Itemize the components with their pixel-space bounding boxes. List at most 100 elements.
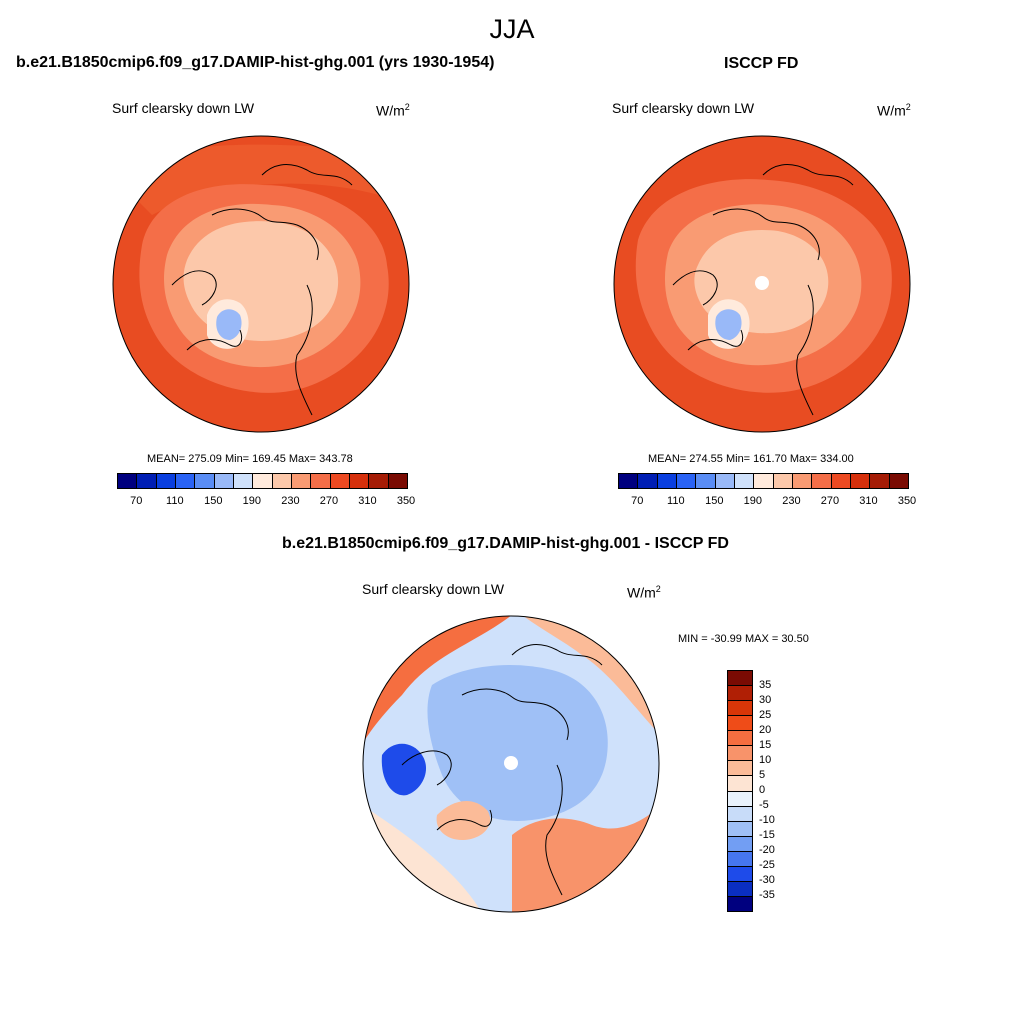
- colorbar-swatch: [369, 474, 389, 488]
- colorbar-tick-label: 15: [759, 739, 772, 751]
- colorbar-tick-label: 230: [281, 495, 300, 507]
- colorbar-tick-label: 5: [759, 769, 766, 781]
- diff-colorbar-ticks: 35 30 25 20 15 10 5 0 -5 -10 -15 -20 -25 -30 -35: [759, 670, 799, 910]
- obs-stats-text: MEAN= 274.55 Min= 161.70 Max= 334.00: [648, 453, 854, 465]
- diff-map-field-greenland-warm: [436, 800, 491, 840]
- colorbar-tick-label: 10: [759, 754, 772, 766]
- diff-variable-label: Surf clearsky down LW: [362, 581, 505, 597]
- colorbar-tick-label: -35: [759, 889, 775, 901]
- colorbar-swatch: [728, 671, 752, 687]
- model-map-coastlines: [171, 164, 353, 416]
- colorbar-swatch: [291, 474, 312, 488]
- diff-units-label: W/m2: [627, 584, 661, 601]
- colorbar-tick-label: 30: [759, 694, 772, 706]
- diff-panel-title: b.e21.B1850cmip6.f09_g17.DAMIP-hist-ghg.…: [282, 535, 729, 552]
- model-map-field-greenland-core: [216, 309, 242, 340]
- colorbar-swatch: [728, 731, 752, 747]
- colorbar-tick-label: 150: [204, 495, 223, 507]
- colorbar-tick-label: -15: [759, 829, 775, 841]
- model-variable-label: Surf clearsky down LW: [112, 100, 255, 116]
- obs-map-field-greenland-core: [715, 309, 742, 340]
- colorbar-tick-label: 350: [897, 495, 917, 507]
- colorbar-swatch: [137, 474, 157, 488]
- colorbar-swatch: [715, 474, 735, 488]
- model-panel-title: b.e21.B1850cmip6.f09_g17.DAMIP-hist-ghg.…: [16, 54, 495, 71]
- colorbar-swatch: [728, 821, 752, 837]
- colorbar-tick-label: -5: [759, 799, 769, 811]
- model-colorbar: [117, 473, 408, 489]
- colorbar-tick-label: 150: [705, 495, 724, 507]
- model-units-label: W/m2: [376, 102, 410, 119]
- colorbar-swatch: [156, 474, 176, 488]
- colorbar-swatch: [195, 474, 215, 488]
- colorbar-swatch: [870, 474, 890, 488]
- colorbar-swatch: [272, 474, 292, 488]
- colorbar-swatch: [728, 776, 752, 792]
- colorbar-tick-label: 190: [242, 495, 262, 507]
- diff-colorbar: [727, 670, 753, 912]
- colorbar-swatch: [734, 474, 755, 488]
- colorbar-tick-label: 70: [631, 495, 644, 507]
- colorbar-swatch: [388, 474, 407, 488]
- colorbar-tick-label: 70: [130, 495, 143, 507]
- colorbar-swatch: [728, 686, 752, 702]
- colorbar-swatch: [728, 881, 752, 897]
- colorbar-tick-label: 35: [759, 679, 772, 691]
- colorbar-swatch: [676, 474, 697, 488]
- colorbar-swatch: [330, 474, 350, 488]
- obs-variable-label: Surf clearsky down LW: [612, 100, 755, 116]
- model-polar-map: [112, 135, 410, 433]
- colorbar-tick-label: 310: [358, 495, 377, 507]
- figure-season-title: JJA: [489, 14, 535, 44]
- obs-map-pole-hole: [755, 276, 769, 290]
- colorbar-swatch: [728, 761, 752, 777]
- diff-polar-map: [362, 615, 660, 913]
- colorbar-swatch: [253, 474, 273, 488]
- colorbar-tick-label: 350: [396, 495, 416, 507]
- obs-colorbar: [618, 473, 909, 489]
- colorbar-swatch: [728, 791, 752, 807]
- colorbar-swatch: [773, 474, 793, 488]
- diff-map-pole-hole: [504, 756, 518, 770]
- colorbar-swatch: [850, 474, 871, 488]
- colorbar-tick-label: 270: [319, 495, 339, 507]
- colorbar-swatch: [175, 474, 196, 488]
- colorbar-swatch: [728, 806, 752, 822]
- obs-map-coastlines: [672, 164, 854, 416]
- colorbar-tick-label: -20: [759, 844, 775, 856]
- obs-units-label: W/m2: [877, 102, 911, 119]
- colorbar-tick-label: 270: [820, 495, 840, 507]
- model-colorbar-ticks: 70 110 150 190 230 270 310 350: [117, 495, 415, 509]
- colorbar-swatch: [889, 474, 908, 488]
- colorbar-tick-label: -10: [759, 814, 775, 826]
- colorbar-tick-label: -25: [759, 859, 775, 871]
- diff-map-field-arctic-cool: [427, 665, 608, 821]
- colorbar-swatch: [831, 474, 851, 488]
- colorbar-swatch: [728, 716, 752, 732]
- model-stats-text: MEAN= 275.09 Min= 169.45 Max= 343.78: [147, 453, 353, 465]
- colorbar-swatch: [696, 474, 716, 488]
- obs-colorbar-ticks: 70 110 150 190 230 270 310 350: [618, 495, 916, 509]
- colorbar-swatch: [349, 474, 370, 488]
- colorbar-tick-label: 20: [759, 724, 772, 736]
- colorbar-tick-label: 190: [743, 495, 763, 507]
- diff-stats-text: MIN = -30.99 MAX = 30.50: [678, 633, 809, 645]
- colorbar-swatch: [214, 474, 234, 488]
- colorbar-tick-label: 230: [782, 495, 801, 507]
- colorbar-swatch: [311, 474, 331, 488]
- colorbar-swatch: [233, 474, 254, 488]
- colorbar-tick-label: 110: [166, 495, 184, 507]
- colorbar-swatch: [728, 866, 752, 882]
- colorbar-swatch: [728, 851, 752, 867]
- colorbar-tick-label: 0: [759, 784, 766, 796]
- colorbar-swatch: [728, 701, 752, 717]
- diff-map-field-strong-cool: [381, 743, 427, 796]
- colorbar-swatch: [812, 474, 832, 488]
- obs-panel-title: ISCCP FD: [724, 55, 799, 72]
- colorbar-swatch: [118, 474, 138, 488]
- colorbar-swatch: [619, 474, 639, 488]
- colorbar-swatch: [792, 474, 813, 488]
- colorbar-swatch: [728, 836, 752, 852]
- colorbar-tick-label: 25: [759, 709, 772, 721]
- colorbar-tick-label: 110: [667, 495, 685, 507]
